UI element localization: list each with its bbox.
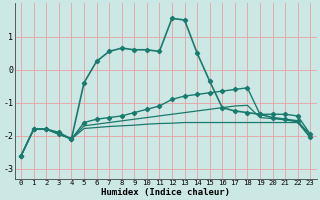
X-axis label: Humidex (Indice chaleur): Humidex (Indice chaleur) [101, 188, 230, 197]
